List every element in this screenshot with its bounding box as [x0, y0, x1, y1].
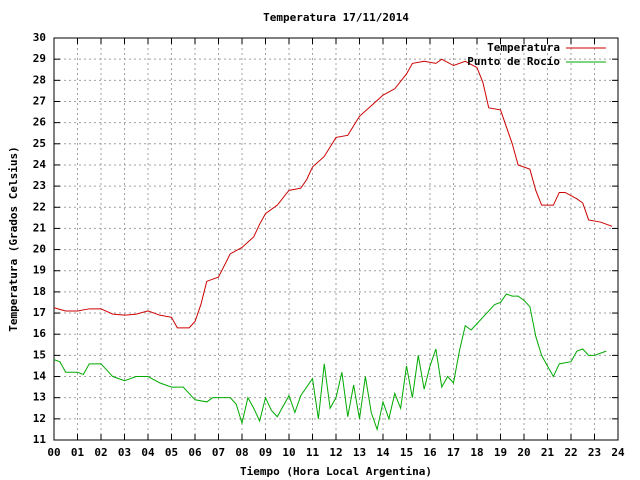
- x-tick-label: 11: [306, 446, 320, 459]
- x-tick-label: 00: [47, 446, 60, 459]
- y-tick-label: 15: [33, 348, 46, 361]
- x-tick-label: 15: [400, 446, 413, 459]
- x-tick-label: 18: [470, 446, 483, 459]
- x-tick-label: 16: [423, 446, 437, 459]
- y-tick-label: 29: [33, 52, 46, 65]
- y-tick-label: 25: [33, 137, 46, 150]
- y-axis-label: Temperatura (Grados Celsius): [7, 146, 20, 331]
- x-tick-label: 13: [353, 446, 366, 459]
- x-tick-label: 04: [141, 446, 155, 459]
- series-line: [53, 58, 613, 329]
- y-tick-label: 28: [33, 73, 46, 86]
- y-tick-label: 12: [33, 412, 46, 425]
- y-tick-label: 24: [33, 158, 47, 171]
- plot-border: [53, 37, 619, 441]
- x-tick-label: 03: [118, 446, 131, 459]
- x-tick-label: 01: [71, 446, 85, 459]
- y-tick-label: 23: [33, 179, 46, 192]
- series-line: [53, 293, 607, 432]
- x-tick-label: 05: [165, 446, 178, 459]
- y-tick-label: 27: [33, 94, 46, 107]
- y-tick-label: 11: [33, 433, 47, 446]
- legend-label: Punto de Rocío: [467, 55, 560, 68]
- x-tick-label: 08: [235, 446, 248, 459]
- y-tick-label: 16: [33, 327, 47, 340]
- y-tick-label: 19: [33, 264, 46, 277]
- x-tick-label: 20: [517, 446, 530, 459]
- x-tick-label: 09: [259, 446, 272, 459]
- x-tick-label: 12: [329, 446, 342, 459]
- x-tick-label: 02: [94, 446, 107, 459]
- y-tick-label: 26: [33, 116, 47, 129]
- y-tick-label: 13: [33, 391, 46, 404]
- x-tick-label: 24: [611, 446, 625, 459]
- y-tick-label: 17: [33, 306, 46, 319]
- x-tick-label: 19: [494, 446, 507, 459]
- x-tick-label: 06: [188, 446, 202, 459]
- x-tick-label: 10: [282, 446, 295, 459]
- x-tick-label: 17: [447, 446, 460, 459]
- y-tick-label: 21: [33, 221, 47, 234]
- x-tick-label: 14: [376, 446, 390, 459]
- y-tick-label: 30: [33, 31, 46, 44]
- chart-title: Temperatura 17/11/2014: [263, 11, 409, 24]
- y-tick-label: 20: [33, 243, 46, 256]
- x-tick-label: 22: [564, 446, 577, 459]
- x-tick-label: 23: [588, 446, 601, 459]
- x-tick-label: 07: [212, 446, 225, 459]
- x-axis-label: Tiempo (Hora Local Argentina): [240, 465, 432, 478]
- x-tick-label: 21: [541, 446, 555, 459]
- y-tick-label: 22: [33, 200, 46, 213]
- y-tick-label: 18: [33, 285, 46, 298]
- legend-label: Temperatura: [487, 41, 560, 54]
- y-tick-label: 14: [33, 370, 47, 383]
